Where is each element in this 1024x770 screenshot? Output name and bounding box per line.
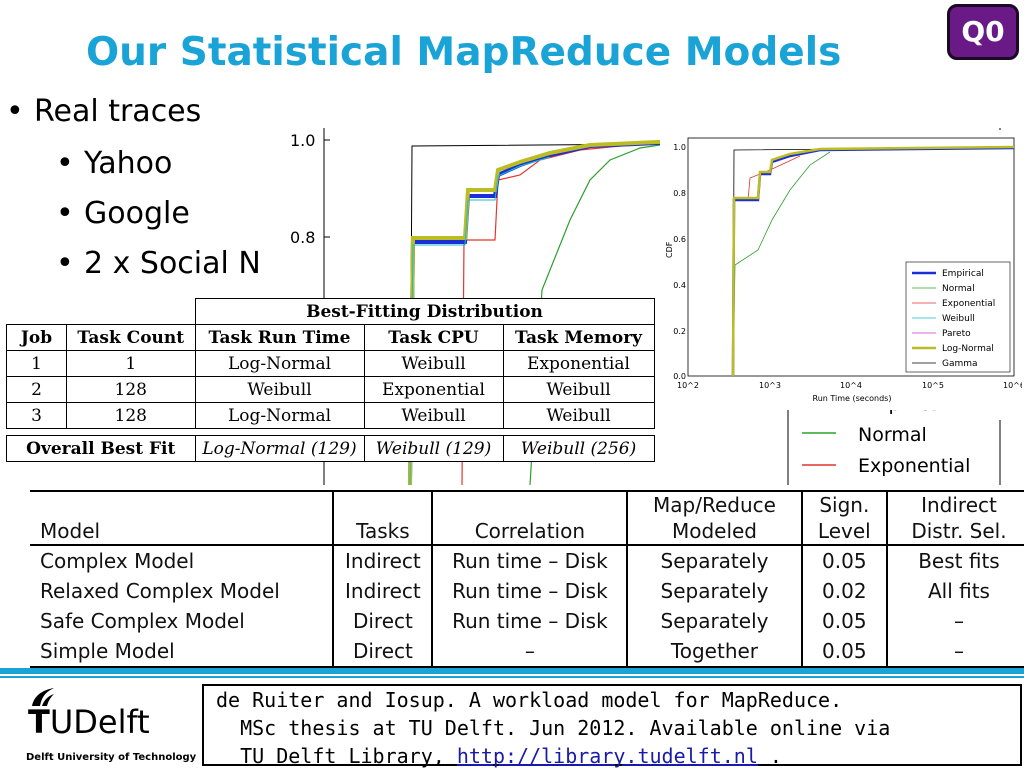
col-header-task-count: Task Count (66, 324, 196, 351)
series-line-normal (732, 151, 831, 377)
best-fit-group-header: Best-Fitting Distribution (194, 298, 655, 325)
x-tick-label: 10^4 (840, 381, 862, 390)
series-line-weibull (409, 156, 551, 485)
series-line-empirical (731, 146, 1015, 377)
bullet-social: • 2 x Social N (56, 246, 261, 281)
legend-label-normal: Normal (942, 284, 975, 294)
plot-frame (687, 137, 1015, 377)
series-line-log-normal (408, 136, 981, 485)
y-ticks: 1.0 0.8 0.6 0.4 0.2 0.0 (673, 143, 686, 381)
y-tick-label: 0.8 (290, 228, 315, 247)
table-row: Relaxed Complex Model Indirect Run time … (30, 576, 1024, 606)
tudelft-flame-icon (32, 688, 54, 706)
x-tick-label: 10^2 (677, 381, 699, 390)
legend-label-exponential: Exponential (858, 455, 970, 477)
best-fit-table: Best-Fitting Distribution Job Task Count… (6, 298, 655, 462)
col-header-tasks: Tasks (332, 491, 433, 546)
citation-box: de Ruiter and Iosup. A workload model fo… (202, 684, 1022, 768)
x-tick-label: 10^6 (1003, 381, 1022, 390)
x-tick-label: 10^3 (759, 381, 781, 390)
y-tick-label: 0.0 (673, 372, 686, 381)
x-ticks: 10^2 10^3 10^4 10^5 10^6 (677, 381, 1022, 390)
table-row: 2 128 Weibull Exponential Weibull (6, 376, 655, 403)
footer-divider (0, 668, 1024, 674)
best-fit-table-wrapper: Best-Fitting Distribution Job Task Count… (6, 298, 655, 462)
table-row: Complex Model Indirect Run time – Disk S… (30, 545, 1024, 576)
col-header-task-run-time: Task Run Time (194, 324, 365, 351)
col-header-job: Job (6, 324, 67, 351)
bullet-yahoo: • Yahoo (56, 146, 173, 181)
y-tick-label: 1.0 (290, 131, 315, 150)
legend-label-exponential: Exponential (942, 299, 995, 309)
table-row: Simple Model Direct – Together 0.05 – (30, 636, 1024, 667)
col-header-mapreduce: Map/Reduce Modeled (626, 491, 802, 546)
table-row: Safe Complex Model Direct Run time – Dis… (30, 606, 1024, 636)
y-tick-label: 0.2 (673, 327, 686, 336)
col-header-task-memory: Task Memory (502, 324, 655, 351)
col-header-correlation: Correlation (431, 491, 628, 546)
footer-divider-thin (0, 676, 1024, 678)
legend-label-gamma: Gamma (942, 359, 978, 369)
library-link[interactable]: http://library.tudelft.nl (456, 744, 758, 768)
legend-label-pareto: Pareto (942, 329, 971, 339)
table-row: 1 1 Log-Normal Weibull Exponential (6, 350, 655, 377)
series-line-normal (529, 141, 681, 485)
y-tick-label: 0.6 (673, 235, 686, 244)
col-header-model: Model (30, 491, 334, 546)
overall-best-fit-row: Overall Best Fit Log-Normal (129) Weibul… (6, 435, 655, 462)
legend-label-weibull: Weibull (942, 314, 975, 324)
inset-legend: Empirical Normal Exponential Weibull Par… (905, 261, 1011, 373)
tudelft-logo-subtitle: Delft University of Technology (26, 752, 197, 763)
col-header-sign-level: Sign. Level (800, 491, 887, 546)
y-tick-label: 0.4 (673, 281, 686, 290)
inset-cdf-chart: CDF 1.0 0.8 0.6 0.4 0.2 0.0 10^2 10^3 10… (660, 130, 1022, 410)
legend-label-normal: Normal (858, 424, 927, 446)
tudelft-logo: TUDelft (28, 703, 150, 741)
series-line-log-normal (731, 145, 1015, 377)
legend-label-empirical: Empirical (942, 269, 984, 279)
x-tick-label: 10^5 (922, 381, 944, 390)
col-header-task-cpu: Task CPU (363, 324, 504, 351)
legend-label-log-normal: Log-Normal (942, 344, 994, 354)
bullet-google: • Google (56, 196, 190, 231)
slide-title: Our Statistical MapReduce Models (86, 30, 842, 75)
table-row: 3 128 Log-Normal Weibull Weibull (6, 402, 655, 429)
y-tick-label: 1.0 (673, 143, 686, 152)
y-tick-label: 0.8 (673, 189, 686, 198)
x-axis-label: Run Time (seconds) (813, 394, 892, 403)
q0-badge[interactable]: Q0 (947, 4, 1019, 60)
y-axis-label: CDF (665, 241, 674, 258)
bullet-real-traces: • Real traces (6, 94, 202, 129)
col-header-indirect-distr: Indirect Distr. Sel. (885, 491, 1024, 546)
model-table: Model Tasks Correlation Map/Reduce Modele… (30, 490, 1024, 668)
